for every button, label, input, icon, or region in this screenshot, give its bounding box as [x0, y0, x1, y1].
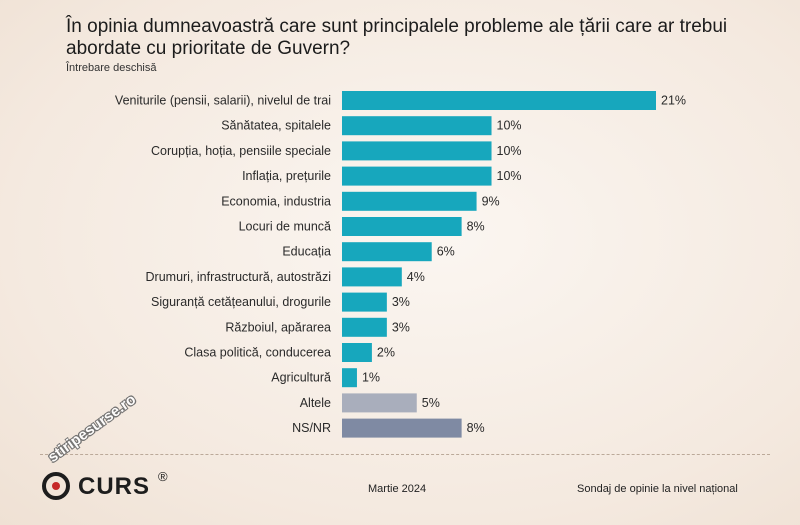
value-label: 3%	[392, 295, 410, 309]
chart-subtitle: Întrebare deschisă	[66, 62, 157, 74]
category-label: Veniturile (pensii, salarii), nivelul de…	[115, 94, 331, 108]
category-label: Agricultură	[271, 371, 331, 385]
registered-mark: ®	[158, 469, 168, 484]
category-label: Siguranță cetățeanului, drogurile	[151, 295, 331, 309]
value-label: 5%	[422, 396, 440, 410]
category-label: Corupția, hoția, pensiile speciale	[151, 144, 331, 158]
footer-date: Martie 2024	[368, 483, 427, 495]
category-label: Economia, industria	[221, 194, 331, 208]
category-label: Sănătatea, spitalele	[221, 119, 331, 133]
bar	[342, 368, 357, 388]
value-label: 6%	[437, 245, 455, 259]
curs-logo-icon	[42, 472, 70, 500]
value-label: 10%	[497, 144, 522, 158]
bar	[342, 91, 656, 110]
category-label: Clasa politică, conducerea	[184, 346, 331, 360]
value-label: 2%	[377, 346, 395, 360]
category-label: Educația	[282, 245, 331, 259]
bar	[342, 393, 417, 413]
value-label: 1%	[362, 371, 380, 385]
bar	[342, 292, 387, 312]
category-label: Inflația, prețurile	[242, 169, 331, 183]
bar	[342, 166, 492, 186]
bar	[342, 418, 462, 438]
value-label: 8%	[467, 220, 485, 234]
bar	[342, 317, 387, 337]
category-label: NS/NR	[292, 421, 331, 435]
bar	[342, 242, 432, 262]
category-label: Locuri de muncă	[239, 220, 331, 234]
logo-text: CURS	[78, 473, 151, 500]
bar	[342, 343, 372, 362]
bar	[342, 116, 492, 136]
footer-survey: Sondaj de opinie la nivel național	[577, 483, 738, 495]
bar	[342, 267, 402, 287]
chart-title: În opinia dumneavoastră care sunt princi…	[66, 16, 728, 59]
value-label: 10%	[497, 169, 522, 183]
category-label: Drumuri, infrastructură, autostrăzi	[146, 270, 331, 284]
curs-logo: CURS ®	[42, 469, 212, 506]
value-label: 3%	[392, 320, 410, 334]
bar	[342, 141, 492, 161]
footer-divider	[40, 454, 770, 455]
bar	[342, 191, 477, 211]
bar	[342, 217, 462, 236]
value-label: 8%	[467, 421, 485, 435]
value-label: 10%	[497, 119, 522, 133]
value-label: 9%	[482, 194, 500, 208]
category-label: Războiul, apărarea	[225, 320, 331, 334]
value-label: 21%	[661, 94, 686, 108]
value-label: 4%	[407, 270, 425, 284]
category-label: Altele	[300, 396, 331, 410]
bar-chart: Veniturile (pensii, salarii), nivelul de…	[115, 91, 686, 438]
